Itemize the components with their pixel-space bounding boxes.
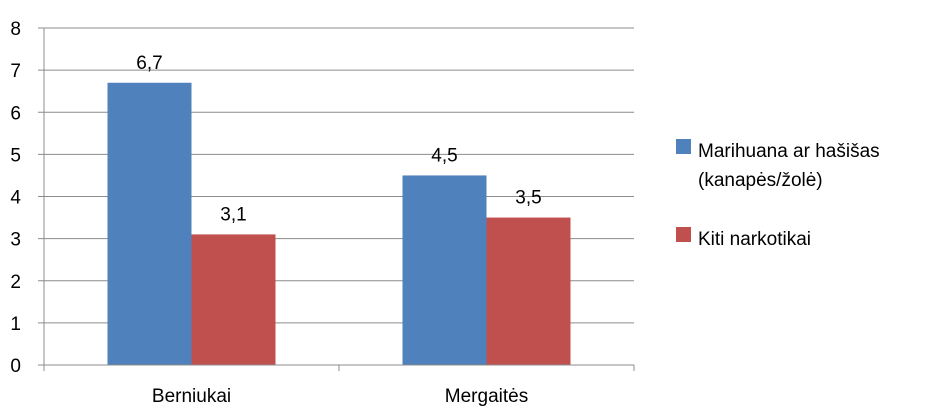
bar-marihuana-berniukai	[107, 82, 192, 365]
data-label: 4,5	[431, 145, 457, 166]
data-label: 3,5	[515, 188, 541, 209]
bar-kiti-berniukai	[191, 234, 276, 365]
bar-marihuana-mergaites	[402, 175, 487, 365]
data-label: 6,7	[136, 53, 162, 74]
y-tick-label: 1	[10, 314, 21, 335]
bars	[107, 82, 571, 365]
y-tick-label: 7	[10, 61, 21, 82]
y-tick-label: 6	[10, 103, 21, 124]
legend-label: Marihuana ar hašišas	[698, 141, 880, 162]
y-tick-label: 4	[10, 188, 21, 209]
legend-item: Kiti narkotikai	[676, 227, 811, 250]
y-tick-label: 3	[10, 230, 21, 251]
data-labels: 6,7 3,1 4,5 3,5	[136, 53, 541, 226]
y-axis-ticks: 0 1 2 3 4 5 6 7 8	[10, 19, 21, 377]
y-tick-label: 5	[10, 145, 21, 166]
bar-kiti-mergaites	[486, 217, 571, 365]
y-tick-label: 2	[10, 272, 21, 293]
y-tick-label: 8	[10, 19, 21, 40]
category-label: Mergaitės	[445, 386, 528, 407]
category-labels: Berniukai Mergaitės	[152, 386, 528, 407]
category-label: Berniukai	[152, 386, 231, 407]
data-label: 3,1	[220, 204, 246, 225]
y-tick-label: 0	[10, 356, 21, 377]
legend-label: (kanapės/žolė)	[698, 170, 823, 191]
axes	[38, 27, 635, 371]
legend-swatch	[676, 227, 691, 242]
legend-item: Marihuana ar hašišas (kanapės/žolė)	[676, 139, 880, 191]
legend: Marihuana ar hašišas (kanapės/žolė) Kiti n…	[676, 139, 880, 250]
legend-swatch	[676, 139, 691, 154]
legend-label: Kiti narkotikai	[698, 229, 811, 250]
